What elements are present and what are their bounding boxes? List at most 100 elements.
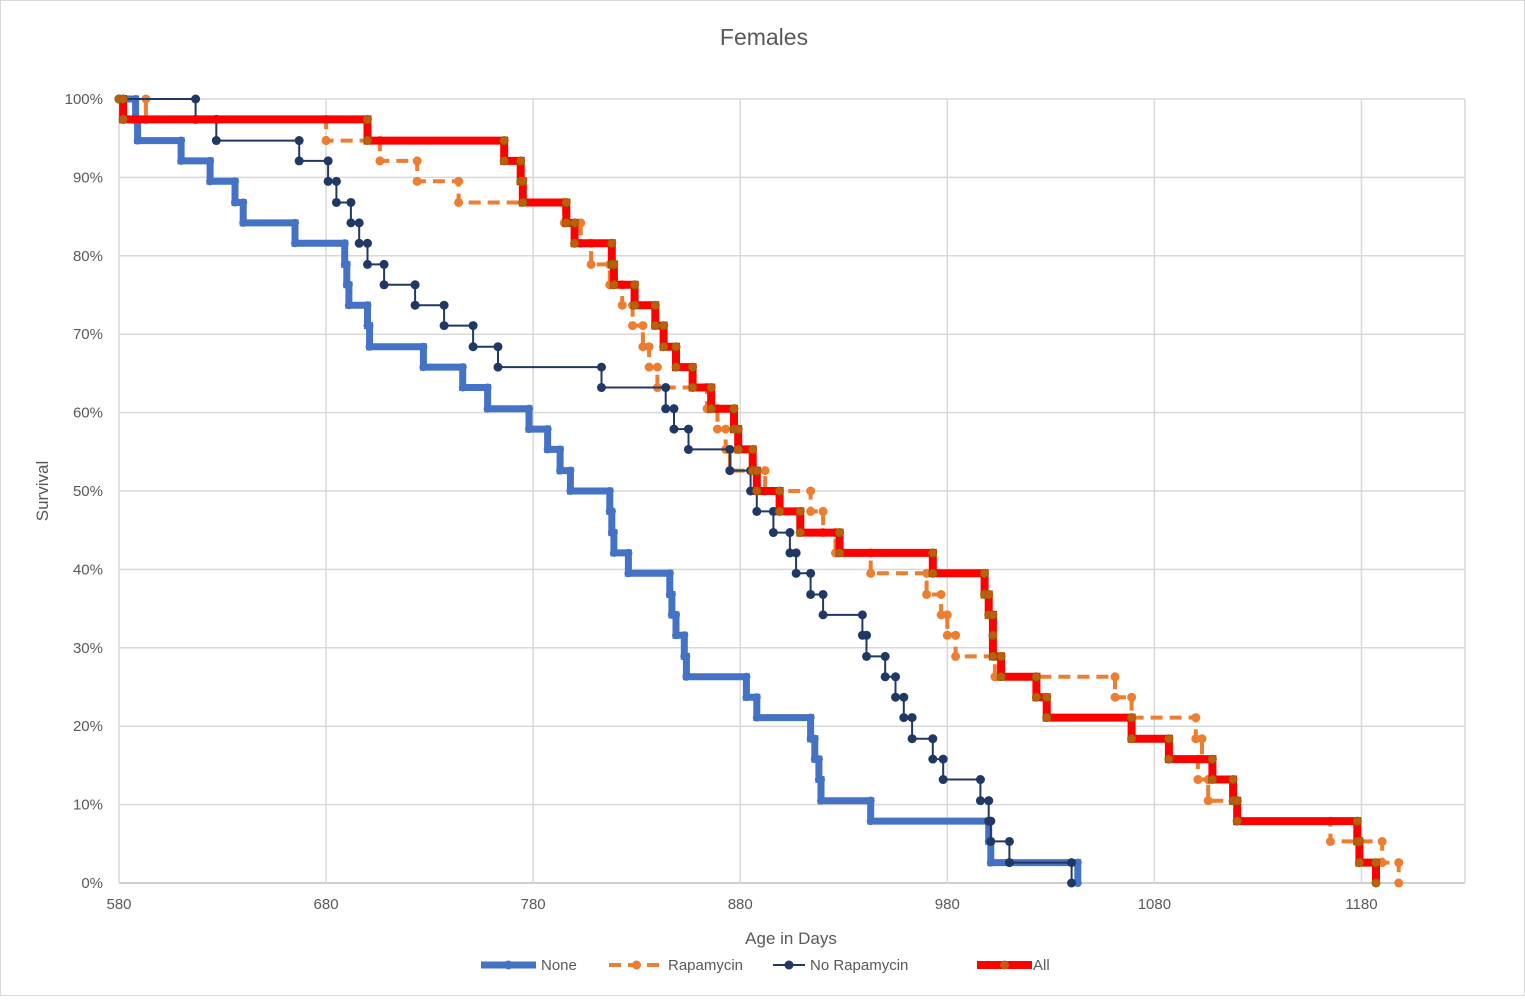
legend-marker [784,960,794,970]
data-point [1042,713,1052,723]
series-line [119,97,1401,883]
data-point [706,404,716,414]
y-tick-label: 60% [73,405,103,422]
data-point [669,404,679,414]
data-point [680,631,689,640]
data-point [725,466,735,476]
data-point [667,590,676,599]
data-point [468,342,478,352]
data-point [986,816,996,826]
data-point [996,672,1006,682]
data-point [984,589,994,599]
data-point [206,156,215,165]
data-point [321,136,331,146]
data-point [791,548,801,558]
data-point [624,569,633,578]
data-point [346,197,356,207]
data-point [785,528,795,538]
data-point [518,176,528,186]
data-point [354,218,364,228]
data-point [375,156,385,166]
data-point [866,817,875,826]
data-point [785,548,795,558]
legend-label: Rapamycin [668,957,743,974]
data-point [988,630,998,640]
data-point [928,568,938,578]
chart-title: Females [720,24,808,50]
data-point [566,466,575,475]
data-point [1371,878,1381,888]
y-tick-label: 50% [73,483,103,500]
data-point [936,610,946,620]
data-point [768,528,778,538]
data-point [454,176,464,186]
data-point [191,94,201,104]
legend-label: All [1033,957,1050,974]
data-point [607,507,616,516]
data-point [775,506,785,516]
data-point [543,425,552,434]
data-point [729,404,739,414]
legend: None Rapamycin No Rapamycin All [481,957,1050,974]
data-point [818,589,828,599]
data-point [239,218,248,227]
data-point [891,672,901,682]
data-point [659,321,669,331]
data-point [230,198,239,207]
data-point [862,651,872,661]
y-tick-label: 80% [73,248,103,265]
data-point [499,156,509,166]
data-point [340,239,349,248]
data-point [682,652,691,661]
data-point [362,238,372,248]
data-point [951,630,961,640]
data-point [483,404,492,413]
x-tick-label: 1080 [1138,896,1171,913]
data-point [988,610,998,620]
data-point [862,630,872,640]
data-point [1193,775,1203,785]
data-point [721,424,731,434]
data-point [294,156,304,166]
data-point [1354,858,1364,868]
data-point [493,362,503,372]
data-point [410,280,420,290]
data-point [752,486,762,496]
data-point [665,569,674,578]
data-point [493,342,503,352]
data-point [525,404,534,413]
data-point [1031,692,1041,702]
data-point [659,342,669,352]
data-point [661,404,671,414]
data-point [814,755,823,764]
data-point [938,754,948,764]
data-point [942,610,952,620]
data-point [379,259,389,269]
data-point [672,631,681,640]
data-point [810,734,819,743]
data-point [331,197,341,207]
data-point [412,176,422,186]
data-point [818,610,828,620]
data-point [650,321,660,331]
data-point [543,445,552,454]
y-axis-title: Survival [33,461,52,521]
data-point [118,114,128,124]
data-point [806,589,816,599]
data-point [354,238,364,248]
series-all [114,94,1381,888]
data-point [1004,836,1014,846]
data-point [1073,879,1082,887]
data-point [806,486,816,496]
series-none [115,95,1082,887]
data-point [975,796,985,806]
data-point [518,197,528,207]
data-point [683,444,693,454]
data-point [410,300,420,310]
data-point [211,136,221,146]
data-point [644,342,654,352]
data-point [556,445,565,454]
data-point [669,424,679,434]
data-point [752,506,762,516]
data-point [419,342,428,351]
